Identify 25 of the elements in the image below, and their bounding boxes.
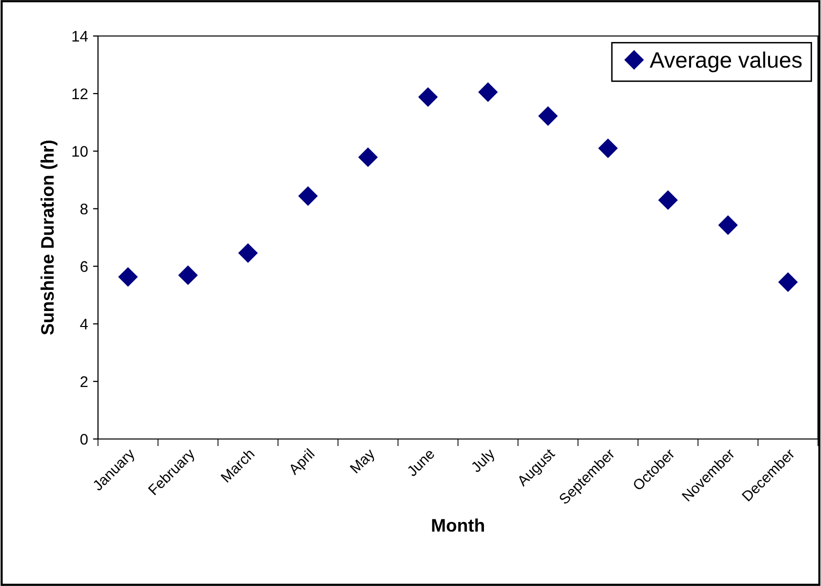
point [598,138,618,158]
point [238,244,258,263]
point [358,148,378,167]
x-axis-title: Month [432,518,484,532]
point [718,216,738,235]
point [298,186,318,206]
point [118,267,138,286]
y-tick-label: 14 [72,31,88,42]
point [178,266,198,285]
point [538,106,558,126]
y-tick-label: 8 [80,204,88,214]
legend-label: Average values [650,52,802,72]
y-tick-label: 0 [80,434,88,445]
x-tick-label: July [470,447,498,476]
x-tick-label: May [350,448,378,476]
y-tick-label: 2 [80,376,88,387]
y-tick-label: 6 [80,261,88,272]
y-tick-label: 4 [80,318,88,330]
point [418,87,438,107]
point [658,190,678,210]
y-tick-label: 10 [72,146,88,157]
point [478,82,498,102]
y-axis-title: Sunshine Duration (hr) [40,140,58,335]
point [778,272,798,292]
y-tick-label: 12 [72,88,88,100]
